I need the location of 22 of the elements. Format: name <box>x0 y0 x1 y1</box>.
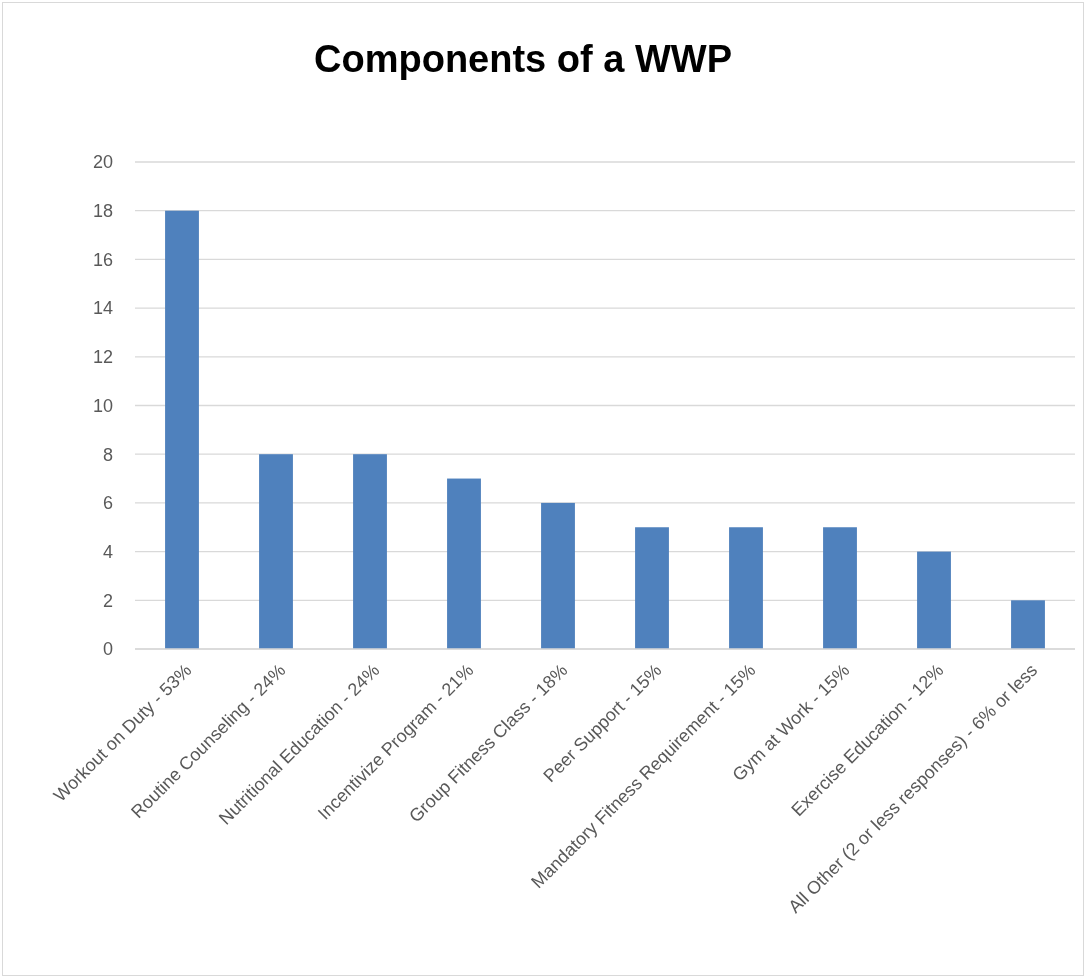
y-tick-label: 16 <box>92 249 113 270</box>
y-tick-label: 0 <box>102 639 113 660</box>
y-tick-label: 14 <box>92 298 113 319</box>
bar <box>259 454 293 649</box>
bar <box>1011 600 1045 649</box>
bar <box>729 527 763 649</box>
bar <box>541 502 575 649</box>
bar <box>447 478 481 649</box>
y-tick-label: 2 <box>102 590 113 611</box>
bar <box>635 527 669 649</box>
y-tick-label: 8 <box>102 444 113 465</box>
bar <box>823 527 857 649</box>
bar <box>917 551 951 649</box>
chart-title: Components of a WWP <box>314 38 732 80</box>
bar <box>165 210 199 649</box>
y-tick-label: 18 <box>92 201 113 221</box>
y-tick-label: 20 <box>92 152 113 173</box>
y-tick-label: 12 <box>92 347 113 368</box>
y-tick-label: 6 <box>102 493 113 514</box>
y-tick-label: 10 <box>92 395 113 416</box>
y-tick-label: 4 <box>102 541 113 562</box>
bar <box>353 454 387 649</box>
